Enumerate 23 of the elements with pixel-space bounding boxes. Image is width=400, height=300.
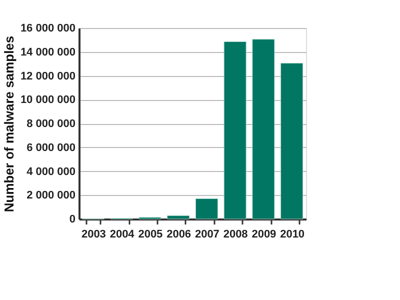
bar: [280, 62, 304, 220]
bar: [167, 215, 190, 220]
x-tick-label: 2009: [252, 228, 276, 240]
y-tick-label: 8 000 000: [26, 118, 76, 130]
y-tick-label: 14 000 000: [20, 46, 76, 58]
x-tick-label: 2010: [280, 228, 305, 240]
y-tick-label: 6 000 000: [26, 142, 76, 154]
y-axis-title: Number of malware samples: [1, 36, 16, 212]
x-tick-label: 2008: [223, 228, 248, 240]
bar: [252, 39, 275, 220]
y-tick-label: 12 000 000: [20, 70, 76, 82]
y-tick-label: 10 000 000: [20, 94, 76, 106]
y-tick-label: 4 000 000: [26, 166, 76, 178]
bar: [224, 41, 246, 220]
x-tick-label: 2006: [166, 228, 192, 240]
y-tick-label: 0: [69, 214, 76, 226]
x-tick-label: 2003: [81, 228, 106, 240]
x-tick-label: 2004: [110, 228, 136, 240]
bar: [195, 198, 218, 220]
y-tick-label: 16 000 000: [20, 22, 76, 34]
x-tick-label: 2007: [194, 228, 220, 240]
y-tick-label: 2 000 000: [26, 190, 76, 202]
x-tick-label: 2005: [138, 228, 163, 240]
